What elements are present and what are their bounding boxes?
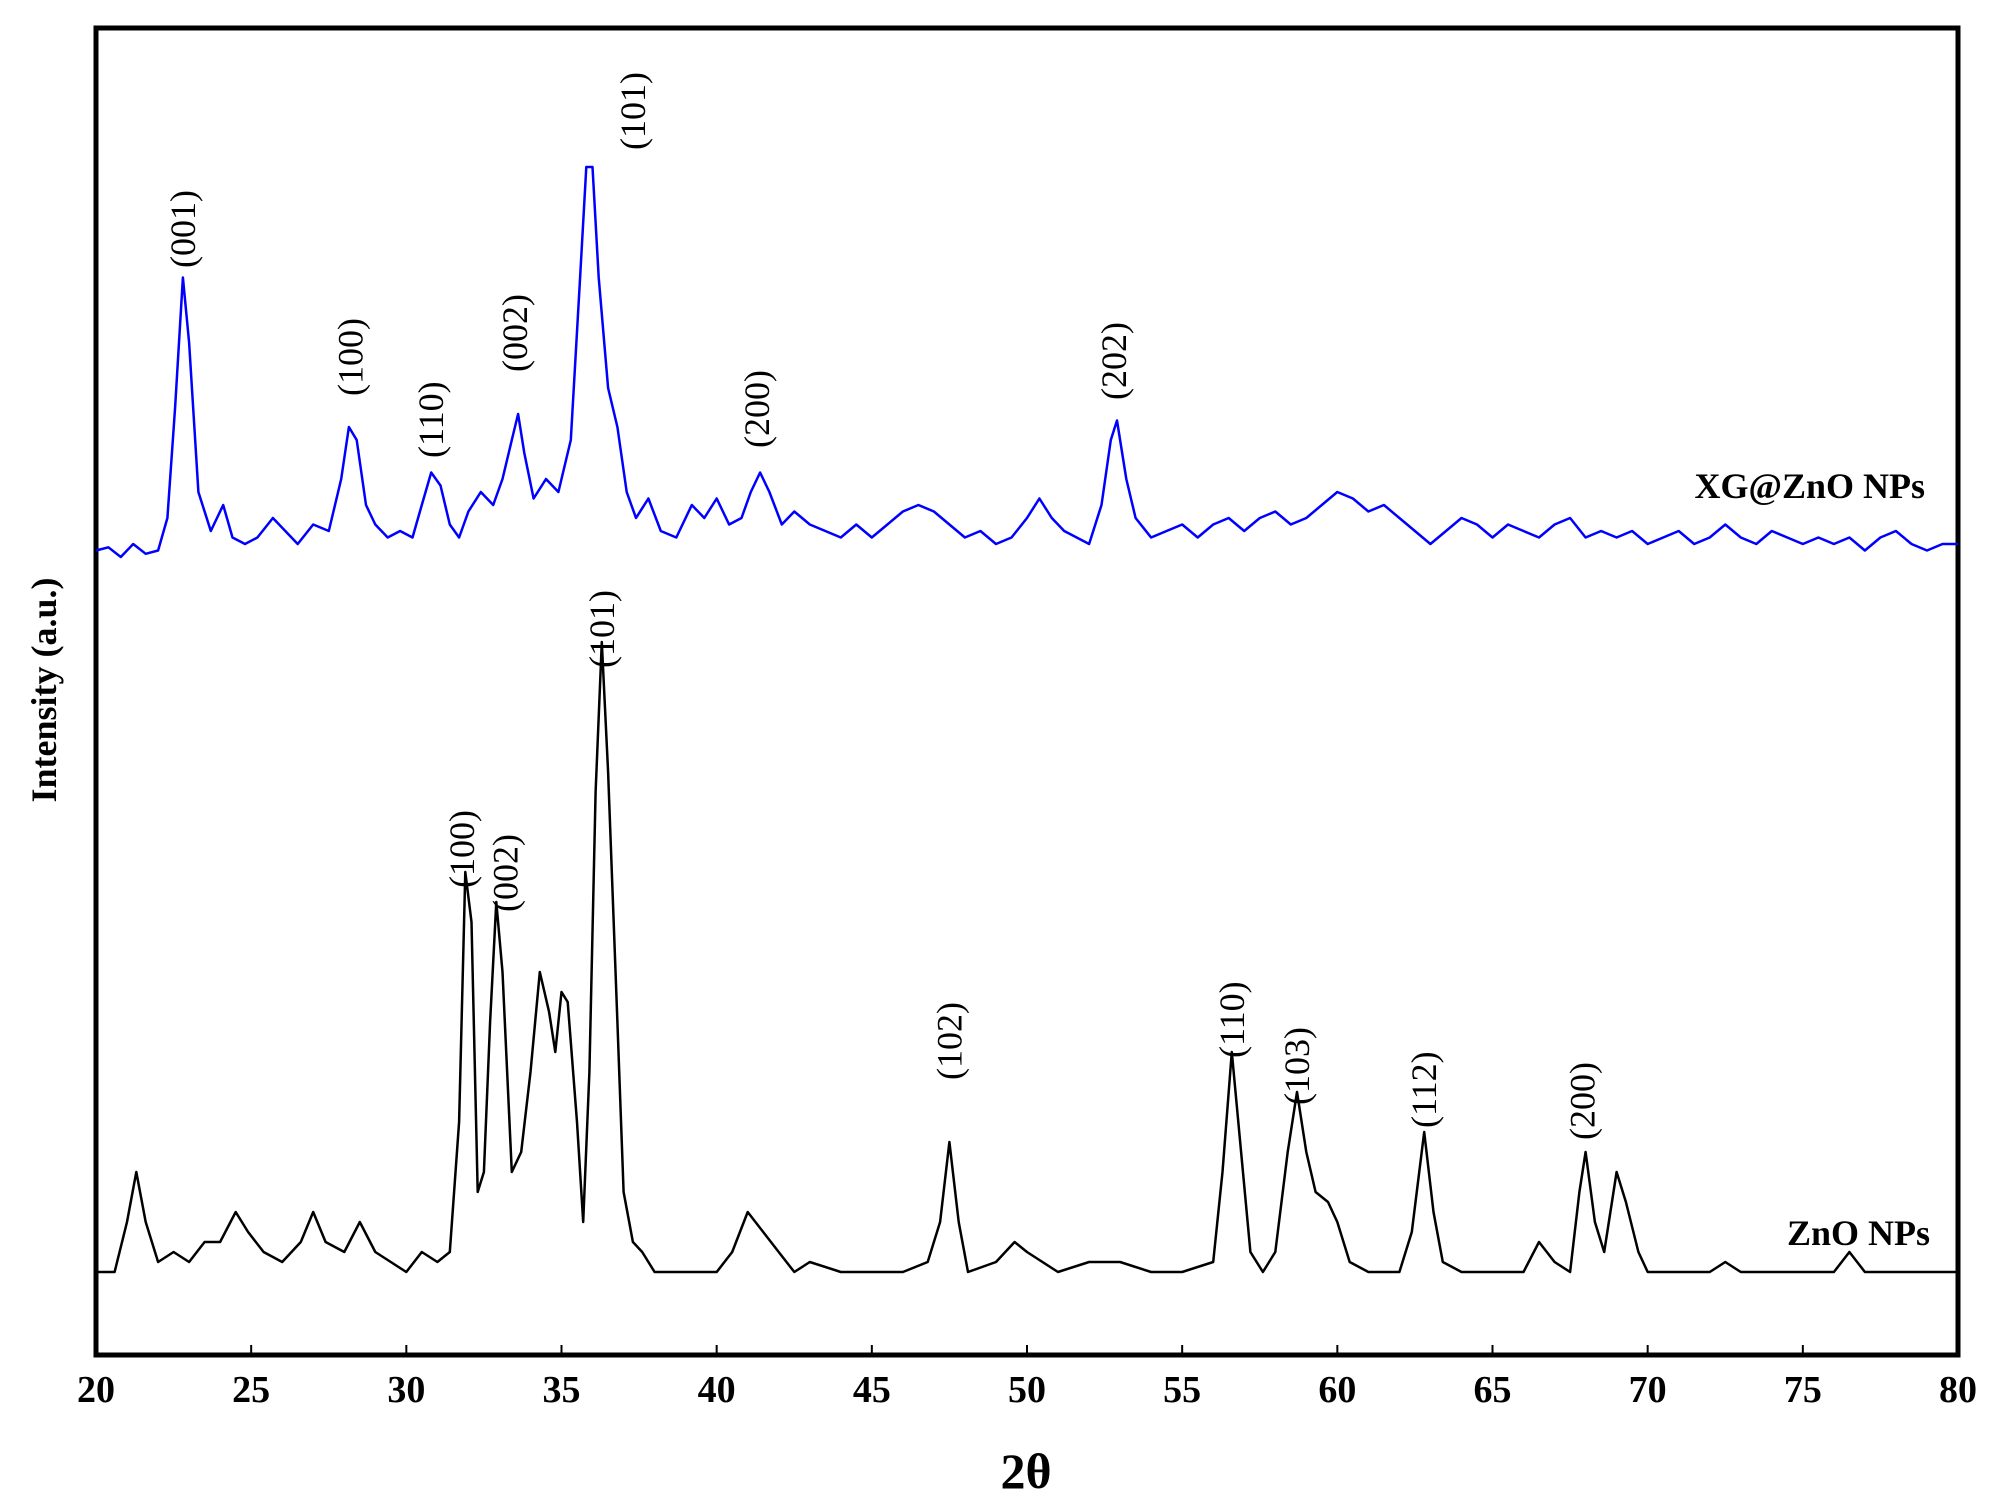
series-line-1	[96, 640, 1958, 1274]
peak-label: (002)	[486, 834, 526, 912]
x-tick-label: 25	[232, 1369, 270, 1411]
series-traces	[95, 165, 1958, 1274]
x-tick-label: 50	[1008, 1369, 1046, 1411]
x-tick-label: 30	[387, 1369, 425, 1411]
peak-label: (200)	[737, 370, 777, 448]
x-tick-label: 80	[1939, 1369, 1977, 1411]
peak-label: (002)	[495, 294, 535, 372]
peak-label: (110)	[1212, 981, 1252, 1058]
x-tick-label: 40	[698, 1369, 736, 1411]
peak-label: (100)	[331, 318, 371, 396]
x-tick-label: 75	[1784, 1369, 1822, 1411]
peak-label: (202)	[1094, 322, 1134, 400]
x-tick-label: 20	[77, 1369, 115, 1411]
x-tick-label: 60	[1318, 1369, 1356, 1411]
peak-label: (101)	[613, 72, 653, 150]
peak-label: (102)	[929, 1002, 969, 1080]
x-axis-ticks: 20 25 30 35 40 45 50 55 60 65 70 75 80	[77, 1345, 1977, 1411]
x-tick-label: 65	[1474, 1369, 1512, 1411]
series-name-label: ZnO NPs	[1787, 1213, 1930, 1253]
peak-label: (200)	[1563, 1062, 1603, 1140]
peak-label: (103)	[1277, 1027, 1317, 1105]
y-axis-title: Intensity (a.u.)	[24, 577, 64, 802]
series-line-0	[95, 165, 1958, 559]
series-name-label: XG@ZnO NPs	[1694, 466, 1925, 506]
peak-label: (110)	[411, 381, 451, 458]
x-tick-label: 35	[543, 1369, 581, 1411]
x-tick-label: 45	[853, 1369, 891, 1411]
peak-label: (001)	[163, 190, 203, 268]
x-axis-title: 2θ	[1000, 1443, 1051, 1499]
plot-frame	[93, 25, 1961, 1358]
peak-label: (100)	[442, 810, 482, 888]
peak-label: (101)	[582, 590, 622, 668]
x-tick-label: 70	[1629, 1369, 1667, 1411]
x-tick-label: 55	[1163, 1369, 1201, 1411]
series-names: XG@ZnO NPs ZnO NPs	[1694, 466, 1930, 1253]
peak-label: (112)	[1404, 1051, 1444, 1128]
peak-labels: (001) (100) (110) (002) (101) (200) (202) (100)…	[163, 72, 1603, 1140]
